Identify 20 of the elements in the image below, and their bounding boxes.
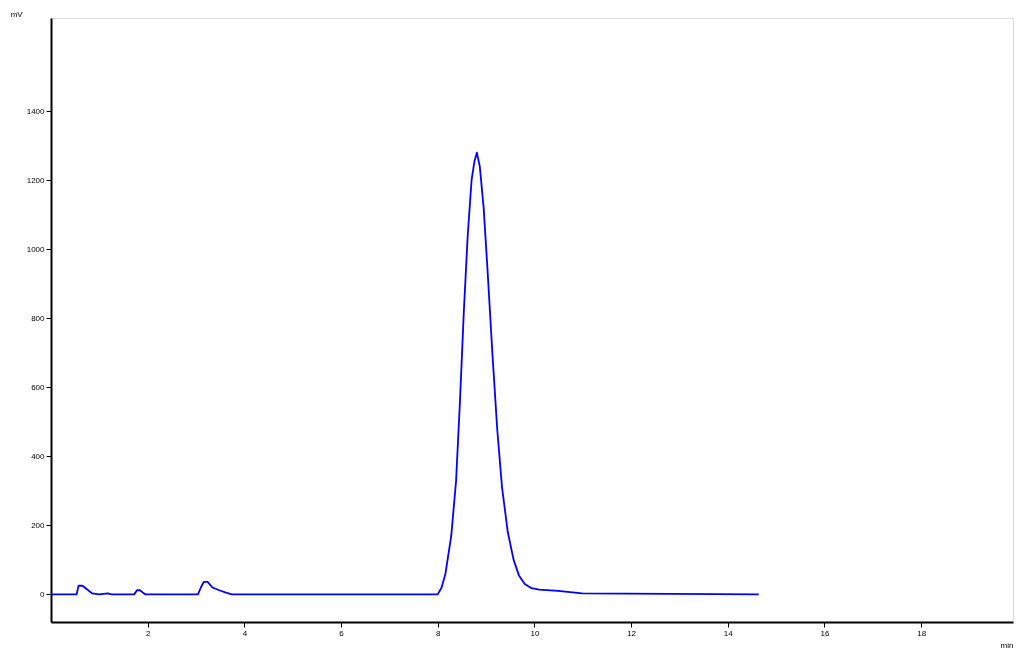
- x-tick-label: 16: [820, 628, 830, 638]
- x-tick-label: 2: [145, 628, 151, 638]
- x-tick-label: 12: [627, 628, 637, 638]
- y-tick-label: 1200: [26, 175, 46, 185]
- y-axis-title: mV: [10, 9, 24, 19]
- x-tick-label: 10: [530, 628, 540, 638]
- x-tick-label: 4: [242, 628, 248, 638]
- y-tick-label: 800: [31, 313, 46, 323]
- x-tick-label: 8: [436, 628, 442, 638]
- y-tick-label: 200: [31, 520, 46, 530]
- line-series: [50, 151, 760, 596]
- y-tick-label: 400: [31, 451, 46, 461]
- y-tick-label: 1000: [26, 244, 46, 254]
- y-tick-label: 600: [31, 382, 46, 392]
- y-tick-label: 1400: [26, 106, 46, 116]
- x-tick-label: 18: [917, 628, 927, 638]
- x-tick-label: 6: [339, 628, 345, 638]
- y-tick-label: 0: [40, 589, 46, 599]
- x-axis-title: min: [1000, 640, 1014, 650]
- x-tick-label: 14: [723, 628, 734, 638]
